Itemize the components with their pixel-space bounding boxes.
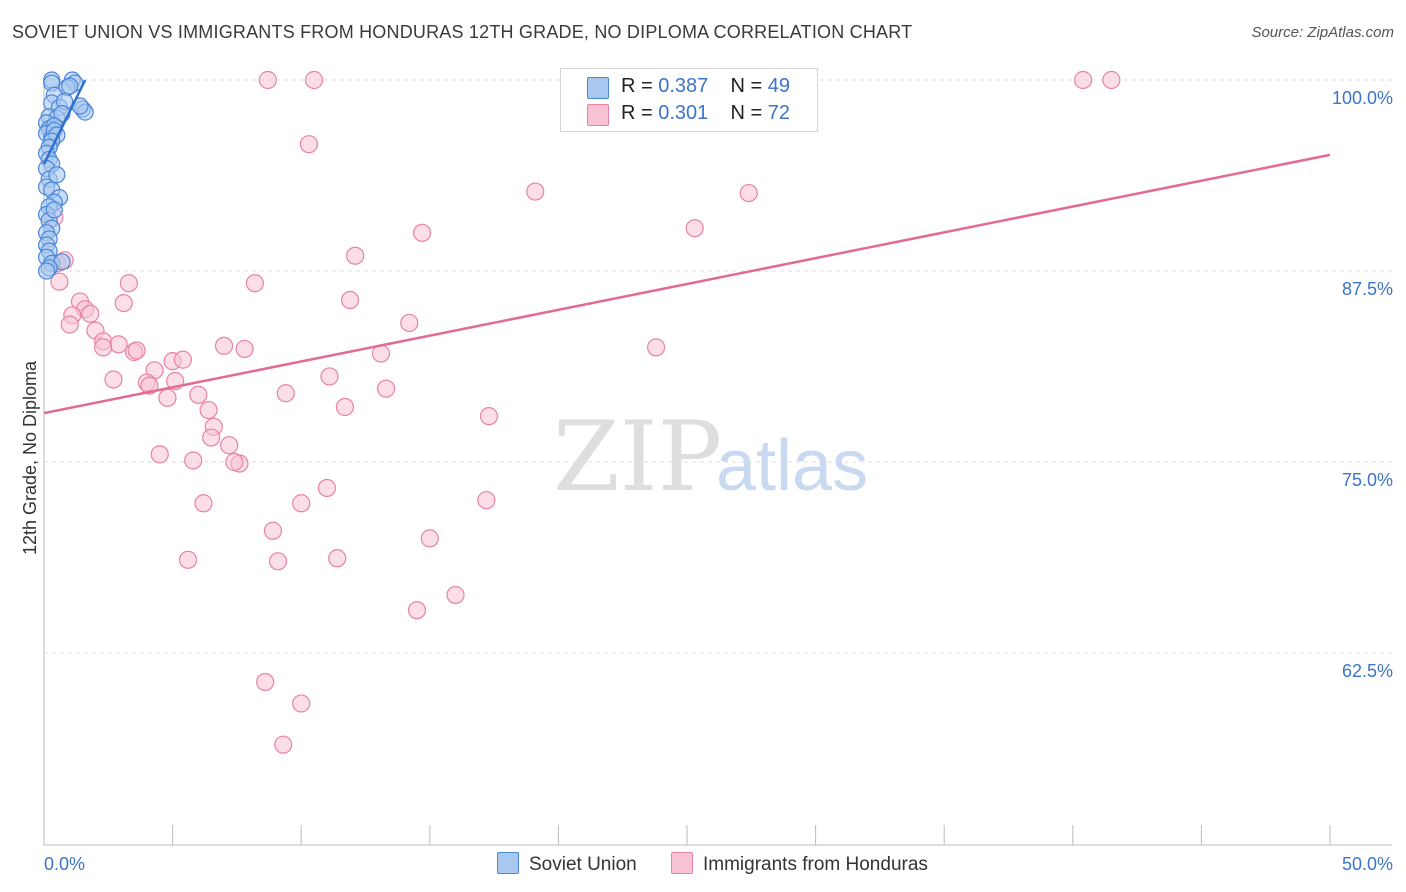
data-point-honduras bbox=[739, 183, 758, 203]
data-point-honduras bbox=[276, 384, 295, 403]
data-point-honduras bbox=[292, 494, 311, 513]
watermark-zip: ZIP bbox=[553, 401, 722, 513]
data-point-soviet bbox=[48, 166, 66, 184]
legend-n-honduras: 72 bbox=[767, 102, 791, 124]
data-point-honduras bbox=[400, 313, 419, 333]
bottom-legend-honduras: Immigrants from Honduras bbox=[671, 852, 928, 876]
data-point-honduras bbox=[50, 272, 69, 291]
bottom-legend-label-soviet: Soviet Union bbox=[529, 854, 637, 875]
data-point-honduras bbox=[647, 338, 666, 357]
data-point-honduras bbox=[258, 70, 277, 90]
y-tick-label: 62.5% bbox=[1342, 661, 1393, 681]
bottom-legend-swatch-pink bbox=[671, 852, 693, 874]
data-point-honduras bbox=[60, 315, 79, 334]
legend-swatch-pink bbox=[587, 104, 609, 126]
stats-legend: R = 0.387 N = 49 R = 0.301 N = 72 bbox=[560, 68, 818, 132]
trend-line-honduras bbox=[43, 153, 1331, 415]
legend-n-label: N = bbox=[730, 75, 768, 97]
data-point-honduras bbox=[420, 529, 439, 548]
legend-r-label: R = bbox=[621, 75, 659, 97]
bottom-legend-swatch-blue bbox=[497, 852, 519, 874]
data-point-honduras bbox=[479, 407, 499, 426]
data-point-honduras bbox=[119, 274, 138, 293]
chart-title: SOVIET UNION VS IMMIGRANTS FROM HONDURAS… bbox=[12, 22, 913, 42]
data-point-honduras bbox=[81, 304, 100, 323]
data-point-honduras bbox=[263, 521, 283, 540]
data-point-honduras bbox=[274, 735, 293, 754]
data-point-honduras bbox=[178, 550, 198, 569]
data-point-honduras bbox=[220, 436, 239, 455]
axes bbox=[43, 80, 1392, 846]
data-point-honduras bbox=[158, 388, 177, 407]
y-tick-label: 100.0% bbox=[1332, 88, 1393, 108]
x-tick-label: 0.0% bbox=[44, 854, 85, 874]
data-point-honduras bbox=[245, 274, 265, 293]
series-honduras-points bbox=[45, 70, 1121, 754]
data-point-honduras bbox=[173, 350, 192, 369]
data-point-honduras bbox=[150, 445, 169, 464]
source-label: Source: ZipAtlas.com bbox=[1251, 24, 1394, 41]
data-point-honduras bbox=[299, 135, 319, 154]
data-point-honduras bbox=[477, 491, 496, 510]
legend-n-soviet: 49 bbox=[767, 75, 791, 97]
data-point-honduras bbox=[446, 585, 465, 605]
grid-lines bbox=[44, 79, 1392, 654]
legend-n-label: N = bbox=[730, 102, 768, 124]
data-point-honduras bbox=[1073, 70, 1093, 90]
bottom-legend-label-honduras: Immigrants from Honduras bbox=[703, 854, 928, 875]
data-point-honduras bbox=[214, 336, 234, 355]
legend-r-soviet: 0.387 bbox=[658, 75, 709, 97]
x-tick-label: 50.0% bbox=[1342, 854, 1393, 874]
data-point-honduras bbox=[256, 672, 275, 692]
data-point-honduras bbox=[685, 219, 704, 238]
data-point-honduras bbox=[346, 246, 365, 265]
data-point-honduras bbox=[94, 338, 113, 357]
y-tick-label: 87.5% bbox=[1342, 279, 1393, 299]
y-tick-label: 75.0% bbox=[1342, 470, 1393, 490]
data-point-honduras bbox=[376, 379, 396, 398]
trend-lines bbox=[42, 79, 1331, 415]
data-point-soviet bbox=[37, 262, 56, 280]
data-point-honduras bbox=[235, 339, 254, 359]
data-point-honduras bbox=[317, 478, 337, 498]
data-point-honduras bbox=[189, 385, 208, 404]
data-point-honduras bbox=[104, 370, 123, 389]
legend-swatch-blue bbox=[587, 77, 609, 99]
watermark: ZIP atlas bbox=[553, 401, 868, 513]
y-axis-label: 12th Grade, No Diploma bbox=[20, 360, 40, 555]
data-point-soviet bbox=[45, 201, 63, 219]
data-point-honduras bbox=[225, 452, 244, 472]
data-point-honduras bbox=[199, 400, 218, 420]
data-point-honduras bbox=[526, 182, 545, 201]
data-point-honduras bbox=[114, 293, 133, 313]
legend-r-label: R = bbox=[621, 102, 659, 124]
watermark-atlas: atlas bbox=[716, 426, 868, 506]
data-point-honduras bbox=[202, 428, 221, 447]
axis-labels: 62.5% 75.0% 87.5% 100.0% 0.0% 50.0% 12th Grade… bbox=[20, 88, 1393, 874]
data-point-honduras bbox=[292, 694, 311, 713]
data-point-honduras bbox=[320, 367, 339, 386]
data-point-honduras bbox=[407, 601, 427, 620]
trend-line-soviet bbox=[42, 79, 87, 165]
bottom-legend-soviet: Soviet Union bbox=[497, 852, 637, 876]
data-point-honduras bbox=[109, 335, 128, 354]
data-point-honduras bbox=[268, 552, 288, 571]
data-point-honduras bbox=[194, 494, 213, 513]
legend-r-honduras: 0.301 bbox=[658, 102, 709, 124]
data-point-honduras bbox=[184, 451, 203, 470]
data-point-honduras bbox=[328, 549, 347, 568]
data-point-honduras bbox=[412, 223, 432, 242]
data-point-honduras bbox=[335, 397, 355, 417]
data-point-honduras bbox=[127, 341, 146, 360]
data-point-honduras bbox=[1102, 70, 1121, 90]
series-soviet-points bbox=[37, 71, 94, 280]
data-point-honduras bbox=[340, 290, 360, 310]
data-point-soviet bbox=[61, 77, 79, 95]
data-point-honduras bbox=[304, 70, 324, 90]
